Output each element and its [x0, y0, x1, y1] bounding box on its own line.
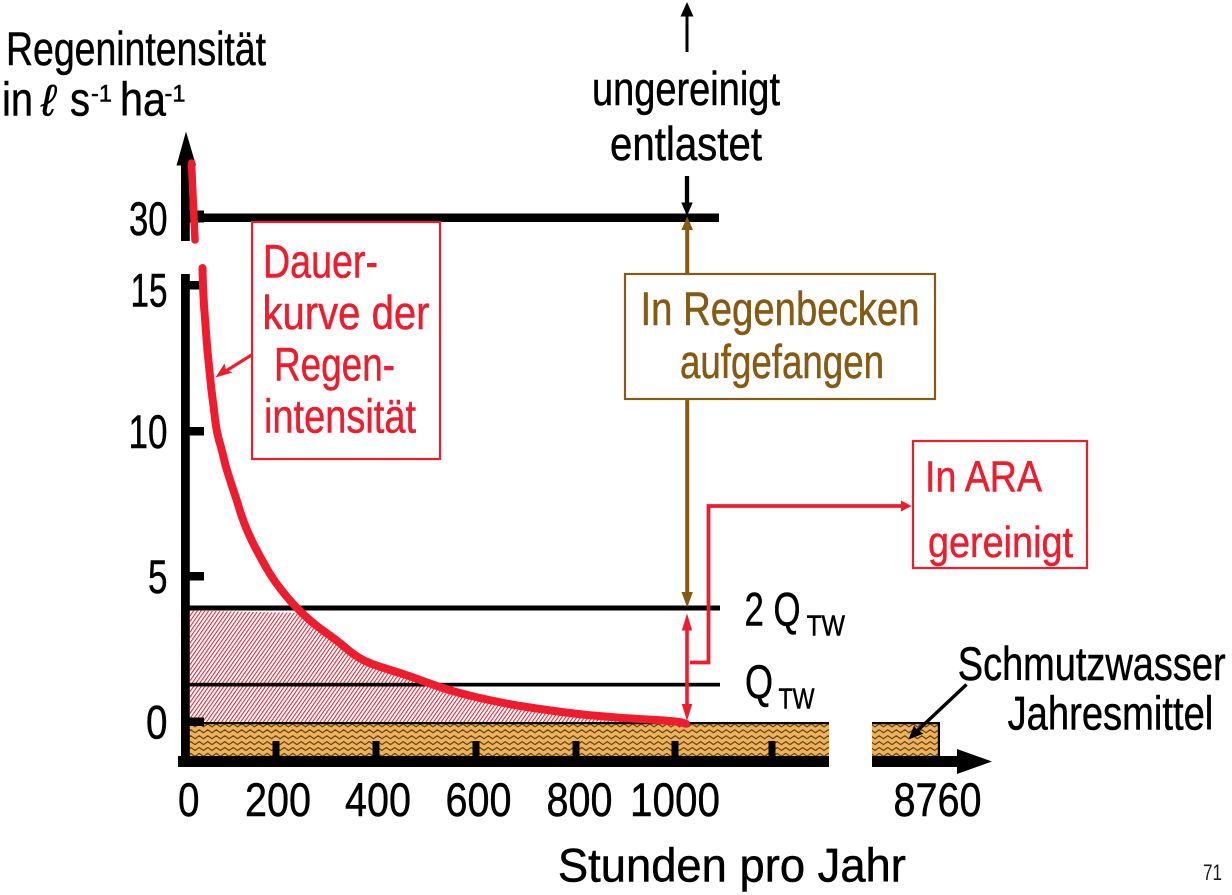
svg-text:8760: 8760 — [894, 774, 982, 827]
svg-text:0: 0 — [178, 774, 200, 827]
svg-text:TW: TW — [779, 683, 815, 715]
svg-text:in: in — [2, 74, 33, 127]
svg-text:30: 30 — [129, 193, 168, 246]
svg-text:0: 0 — [146, 697, 168, 750]
svg-text:ha: ha — [120, 74, 166, 127]
svg-text:200: 200 — [245, 774, 311, 827]
svg-text:Jahresmittel: Jahresmittel — [1008, 688, 1214, 741]
svg-text:s: s — [70, 74, 90, 127]
svg-text:Dauer-: Dauer- — [263, 235, 378, 288]
svg-text:Regenintensität: Regenintensität — [6, 23, 266, 76]
svg-text:-1: -1 — [91, 81, 112, 108]
svg-text:Q: Q — [745, 656, 773, 709]
svg-text:5: 5 — [148, 551, 168, 604]
svg-text:Stunden pro Jahr: Stunden pro Jahr — [558, 840, 906, 893]
svg-text:In ARA: In ARA — [925, 452, 1043, 501]
svg-text:gereinigt: gereinigt — [928, 518, 1073, 567]
svg-text:71: 71 — [1203, 860, 1222, 885]
svg-text:-1: -1 — [165, 81, 186, 108]
svg-text:1000: 1000 — [630, 774, 720, 827]
svg-text:10: 10 — [129, 406, 168, 459]
svg-text:600: 600 — [446, 774, 512, 827]
svg-text:Regen-: Regen- — [274, 339, 395, 392]
svg-text:2 Q: 2 Q — [745, 583, 801, 636]
svg-text:TW: TW — [807, 611, 846, 643]
svg-text:intensität: intensität — [264, 390, 416, 443]
svg-text:400: 400 — [345, 774, 411, 827]
svg-text:kurve der: kurve der — [263, 287, 430, 340]
svg-text:15: 15 — [131, 265, 168, 318]
svg-text:In Regenbecken: In Regenbecken — [641, 283, 920, 336]
svg-text:Schmutzwasser: Schmutzwasser — [958, 638, 1226, 691]
svg-text:ungereinigt: ungereinigt — [592, 63, 780, 116]
svg-text:800: 800 — [547, 774, 613, 827]
svg-text:ℓ: ℓ — [40, 77, 57, 126]
svg-text:aufgefangen: aufgefangen — [680, 336, 884, 389]
svg-text:entlastet: entlastet — [610, 118, 762, 171]
